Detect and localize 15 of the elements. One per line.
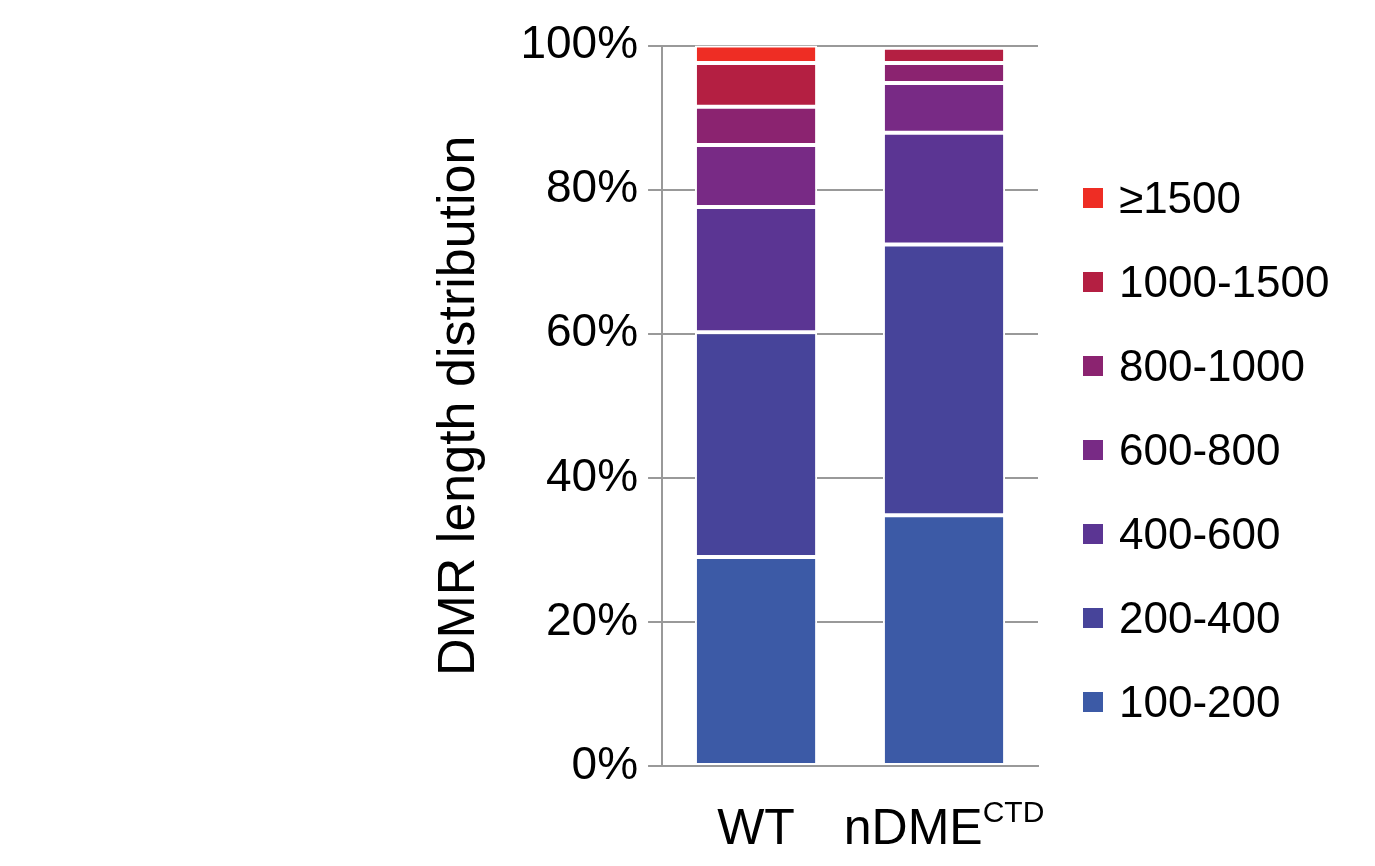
legend-label: 800-1000 [1119,341,1305,391]
legend-label: ≥1500 [1119,173,1242,223]
y-tick-label: 80% [545,160,639,213]
y-axis-title: DMR length distribution [426,135,485,677]
x-tick-label: WT [717,799,795,855]
legend-label: 600-800 [1119,425,1281,475]
legend-label: 200-400 [1119,593,1281,643]
y-tick-label: 40% [545,448,639,501]
y-tick-label: 100% [520,16,639,69]
legend-label: 1000-1500 [1119,257,1330,307]
y-tick-label: 0% [571,736,639,789]
y-tick-label: 20% [545,592,639,645]
legend-label: 100-200 [1119,677,1281,727]
legend-label: 400-600 [1119,509,1281,559]
y-tick-label: 60% [545,304,639,357]
